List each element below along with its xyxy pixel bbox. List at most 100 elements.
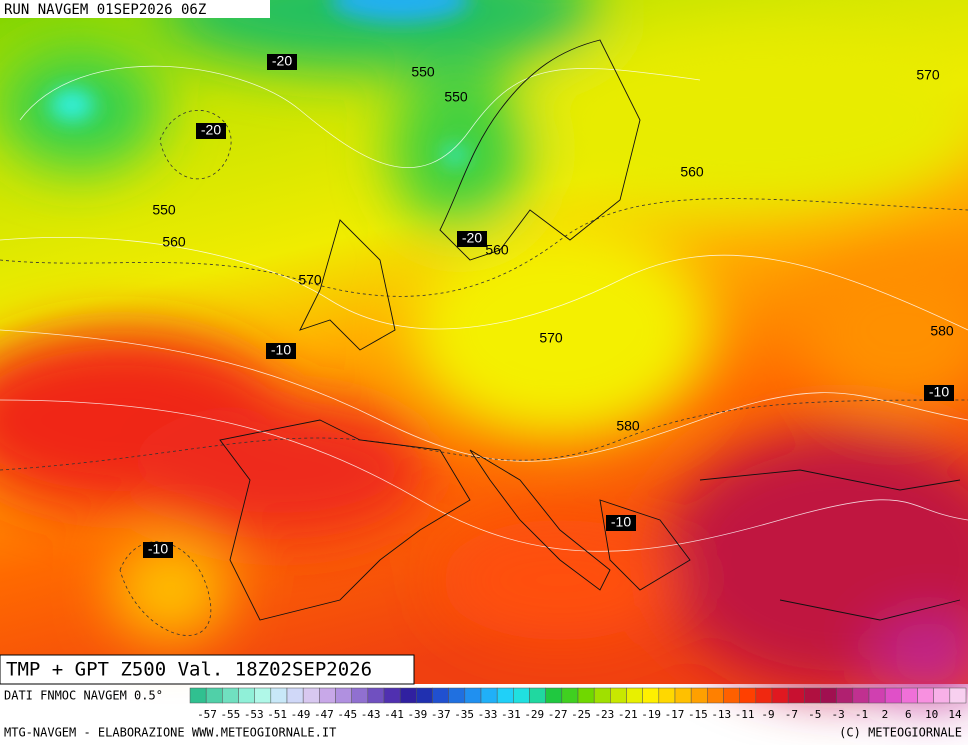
scale-swatch	[205, 687, 223, 704]
scale-swatch	[480, 687, 498, 704]
scale-swatch	[416, 687, 433, 704]
scale-swatch	[787, 687, 805, 704]
scale-label: 2	[882, 708, 889, 721]
copyright: (C) METEOGIORNALE	[839, 726, 962, 740]
scale-swatch	[189, 687, 207, 704]
scale-swatch	[286, 687, 304, 704]
scale-swatch	[771, 687, 789, 704]
scale-label: 6	[905, 708, 912, 721]
scale-swatch	[513, 687, 530, 704]
scale-swatch	[642, 687, 660, 704]
scale-label: -13	[711, 708, 731, 721]
scale-label: -11	[735, 708, 755, 721]
scale-swatch	[496, 687, 514, 704]
scale-swatch	[852, 687, 870, 704]
scale-swatch	[367, 687, 385, 704]
label-box	[143, 542, 173, 558]
scale-label: -29	[524, 708, 544, 721]
scale-label: -17	[665, 708, 685, 721]
scale-swatch	[399, 687, 417, 704]
scale-label: -1	[855, 708, 868, 721]
scale-swatch	[319, 687, 336, 704]
scale-label: -45	[337, 708, 357, 721]
scale-swatch	[917, 687, 934, 704]
scale-label: -43	[361, 708, 381, 721]
contour-label: -20	[462, 230, 482, 246]
scale-label: -19	[641, 708, 661, 721]
scale-swatch	[674, 687, 692, 704]
scale-label: -3	[832, 708, 845, 721]
scale-label: -25	[571, 708, 591, 721]
scale-label: -21	[618, 708, 638, 721]
contour-label: -10	[148, 541, 168, 557]
scale-swatch	[254, 687, 272, 704]
label-box	[924, 385, 954, 401]
scale-swatch	[529, 687, 546, 704]
contour-label: 570	[916, 67, 940, 83]
contour-label: 550	[444, 89, 468, 105]
run-box	[0, 0, 270, 18]
data-source: DATI FNMOC NAVGEM 0.5°	[4, 689, 163, 703]
scale-label: -31	[501, 708, 521, 721]
label-box	[457, 231, 487, 247]
scale-label: -15	[688, 708, 708, 721]
contour-label: 550	[411, 64, 435, 80]
scale-swatch	[577, 687, 595, 704]
scale-swatch	[820, 687, 837, 704]
contour-label: 580	[616, 418, 640, 434]
map-title: TMP + GPT Z500 Val. 18Z02SEP2026	[6, 659, 372, 681]
scale-swatch	[561, 687, 579, 704]
contour-label: -10	[271, 342, 291, 358]
contour-label: -20	[272, 53, 292, 69]
scale-label: -41	[384, 708, 404, 721]
scale-swatch	[351, 687, 369, 704]
scale-label: 14	[948, 708, 962, 721]
color-scale: -57 -55 -53 -51 -49 -47 -45 -43 -41 -39 -37 -35 -33-…	[189, 687, 967, 721]
isotherms	[0, 65, 968, 552]
scale-swatch	[755, 687, 773, 704]
scale-label: -53	[244, 708, 264, 721]
scale-label: -57	[197, 708, 217, 721]
scale-label: -27	[548, 708, 568, 721]
scale-swatch	[901, 687, 918, 704]
contour-label: 550	[152, 202, 176, 218]
scale-swatch	[238, 687, 255, 704]
scale-label: -55	[220, 708, 240, 721]
scale-swatch	[302, 687, 320, 704]
title-box	[0, 654, 415, 685]
scale-swatch	[804, 687, 821, 704]
scale-label: -33	[478, 708, 498, 721]
scale-label: -37	[431, 708, 451, 721]
scale-swatch	[723, 687, 740, 704]
scale-swatch	[222, 687, 239, 704]
contour-label: 570	[298, 272, 322, 288]
scale-label: -39	[407, 708, 427, 721]
scale-label: -51	[267, 708, 287, 721]
scale-label: -49	[291, 708, 311, 721]
scale-label: -23	[594, 708, 614, 721]
scale-swatch	[707, 687, 724, 704]
scale-label: -9	[761, 708, 774, 721]
scale-swatch	[593, 687, 611, 704]
scale-swatch	[270, 687, 288, 704]
scale-label: -47	[314, 708, 334, 721]
label-box	[267, 54, 297, 70]
scale-swatch	[432, 687, 449, 704]
scale-swatch	[448, 687, 466, 704]
scale-swatch	[610, 687, 627, 704]
temperature-field	[0, 0, 968, 700]
scale-swatch	[933, 687, 951, 704]
scale-swatch	[868, 687, 886, 704]
label-box	[606, 515, 636, 531]
scale-label: -5	[808, 708, 821, 721]
scale-swatch	[949, 687, 967, 704]
contour-label: 570	[539, 330, 563, 346]
scale-swatch	[884, 687, 902, 704]
scale-swatch	[836, 687, 854, 704]
contour-label: -10	[611, 514, 631, 530]
contour-label: -10	[929, 384, 949, 400]
scale-swatch	[690, 687, 708, 704]
